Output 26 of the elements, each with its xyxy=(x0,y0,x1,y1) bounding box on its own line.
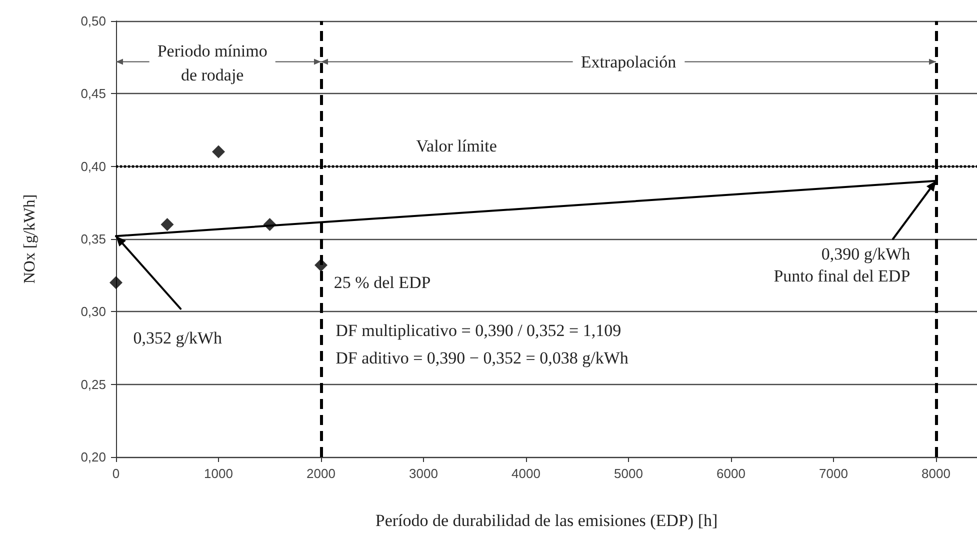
x-tick-label: 4000 xyxy=(512,466,540,481)
annotation: Extrapolación xyxy=(580,52,677,72)
annotation: DF aditivo = 0,390 − 0,352 = 0,038 g/kWh xyxy=(336,348,629,368)
annotation: 0,390 g/kWh Punto final del EDP xyxy=(774,244,911,286)
annotation: Periodo mínimo de rodaje xyxy=(157,42,268,85)
x-tick-label: 7000 xyxy=(819,466,848,481)
x-axis-title: Período de durabilidad de las emisiones (EDP) [h] xyxy=(375,511,718,530)
x-tick-label: 2000 xyxy=(306,466,336,481)
y-tick-label: 0,20 xyxy=(80,450,106,464)
y-tick-label: 0,35 xyxy=(80,232,106,246)
x-tick-label: 1000 xyxy=(204,466,233,481)
y-tick-label: 0,45 xyxy=(80,86,106,102)
y-tick-label: 0,25 xyxy=(80,376,106,392)
y-axis-title: NOx [g/kWh] xyxy=(22,194,38,284)
x-tick-label: 5000 xyxy=(614,466,643,481)
x-tick-label: 8000 xyxy=(922,466,950,481)
x-tick-label: 0 xyxy=(112,466,120,481)
y-tick-label: 0,40 xyxy=(80,158,106,174)
y-tick-label: 0,50 xyxy=(80,14,106,28)
y-tick-label: 0,30 xyxy=(80,304,106,320)
annotation: DF multiplicativo = 0,390 / 0,352 = 1,109 xyxy=(336,321,622,340)
annotation: 25 % del EDP xyxy=(334,273,431,292)
x-tick-label: 3000 xyxy=(409,466,438,481)
ref-line-label: Valor límite xyxy=(416,136,497,156)
x-tick-label: 6000 xyxy=(716,466,746,481)
annotation: 0,352 g/kWh xyxy=(133,328,222,348)
